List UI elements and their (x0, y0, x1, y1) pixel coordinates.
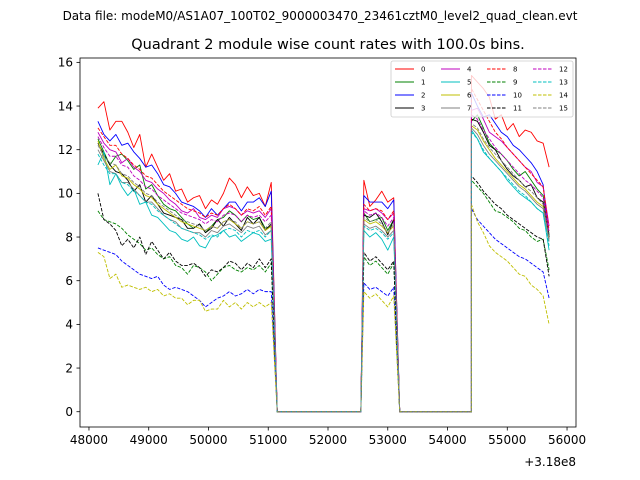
x-axis: 48000 49000 50000 51000 52000 53000 54000 55000… (70, 427, 586, 447)
x-offset-label: +3.18e8 (524, 455, 576, 469)
legend-label-4: 4 (467, 66, 472, 74)
x-tick-label: 55000 (488, 433, 526, 447)
legend-label-2: 2 (421, 92, 425, 100)
x-tick-label: 54000 (428, 433, 466, 447)
x-tick-label: 49000 (130, 433, 168, 447)
x-tick-label: 52000 (309, 433, 347, 447)
y-tick-label: 8 (65, 230, 73, 244)
y-tick-label: 14 (58, 99, 73, 113)
legend-label-1: 1 (421, 79, 425, 87)
legend-label-0: 0 (421, 66, 425, 74)
y-tick-label: 6 (65, 274, 73, 288)
legend-label-3: 3 (421, 105, 425, 113)
legend-label-8: 8 (513, 66, 517, 74)
legend-label-13: 13 (559, 79, 568, 87)
y-tick-label: 0 (65, 405, 73, 419)
y-tick-label: 2 (65, 361, 73, 375)
legend-label-11: 11 (513, 105, 522, 113)
legend-label-15: 15 (559, 105, 568, 113)
legend-label-12: 12 (559, 66, 568, 74)
legend-box (390, 60, 574, 118)
legend-label-10: 10 (513, 92, 522, 100)
y-axis: 0 2 4 6 8 10 12 14 16 (58, 56, 80, 419)
chart-title: Quadrant 2 module wise count rates with … (131, 37, 525, 53)
x-tick-label: 50000 (189, 433, 227, 447)
x-tick-label: 53000 (369, 433, 407, 447)
x-tick-label: 56000 (548, 433, 586, 447)
legend-label-9: 9 (513, 79, 517, 87)
series-layer (97, 75, 550, 413)
x-tick-label: 48000 (70, 433, 108, 447)
legend-label-14: 14 (559, 92, 568, 100)
legend-label-5: 5 (467, 79, 471, 87)
y-tick-label: 16 (58, 56, 73, 70)
chart-supertitle: Data file: modeM0/AS1A07_100T02_90000034… (63, 9, 578, 23)
x-tick-label: 51000 (249, 433, 287, 447)
y-tick-label: 10 (58, 187, 73, 201)
legend-label-6: 6 (467, 92, 472, 100)
y-tick-label: 4 (65, 318, 73, 332)
y-tick-label: 12 (58, 143, 73, 157)
series-line-15 (97, 123, 550, 413)
legend-label-7: 7 (467, 105, 471, 113)
